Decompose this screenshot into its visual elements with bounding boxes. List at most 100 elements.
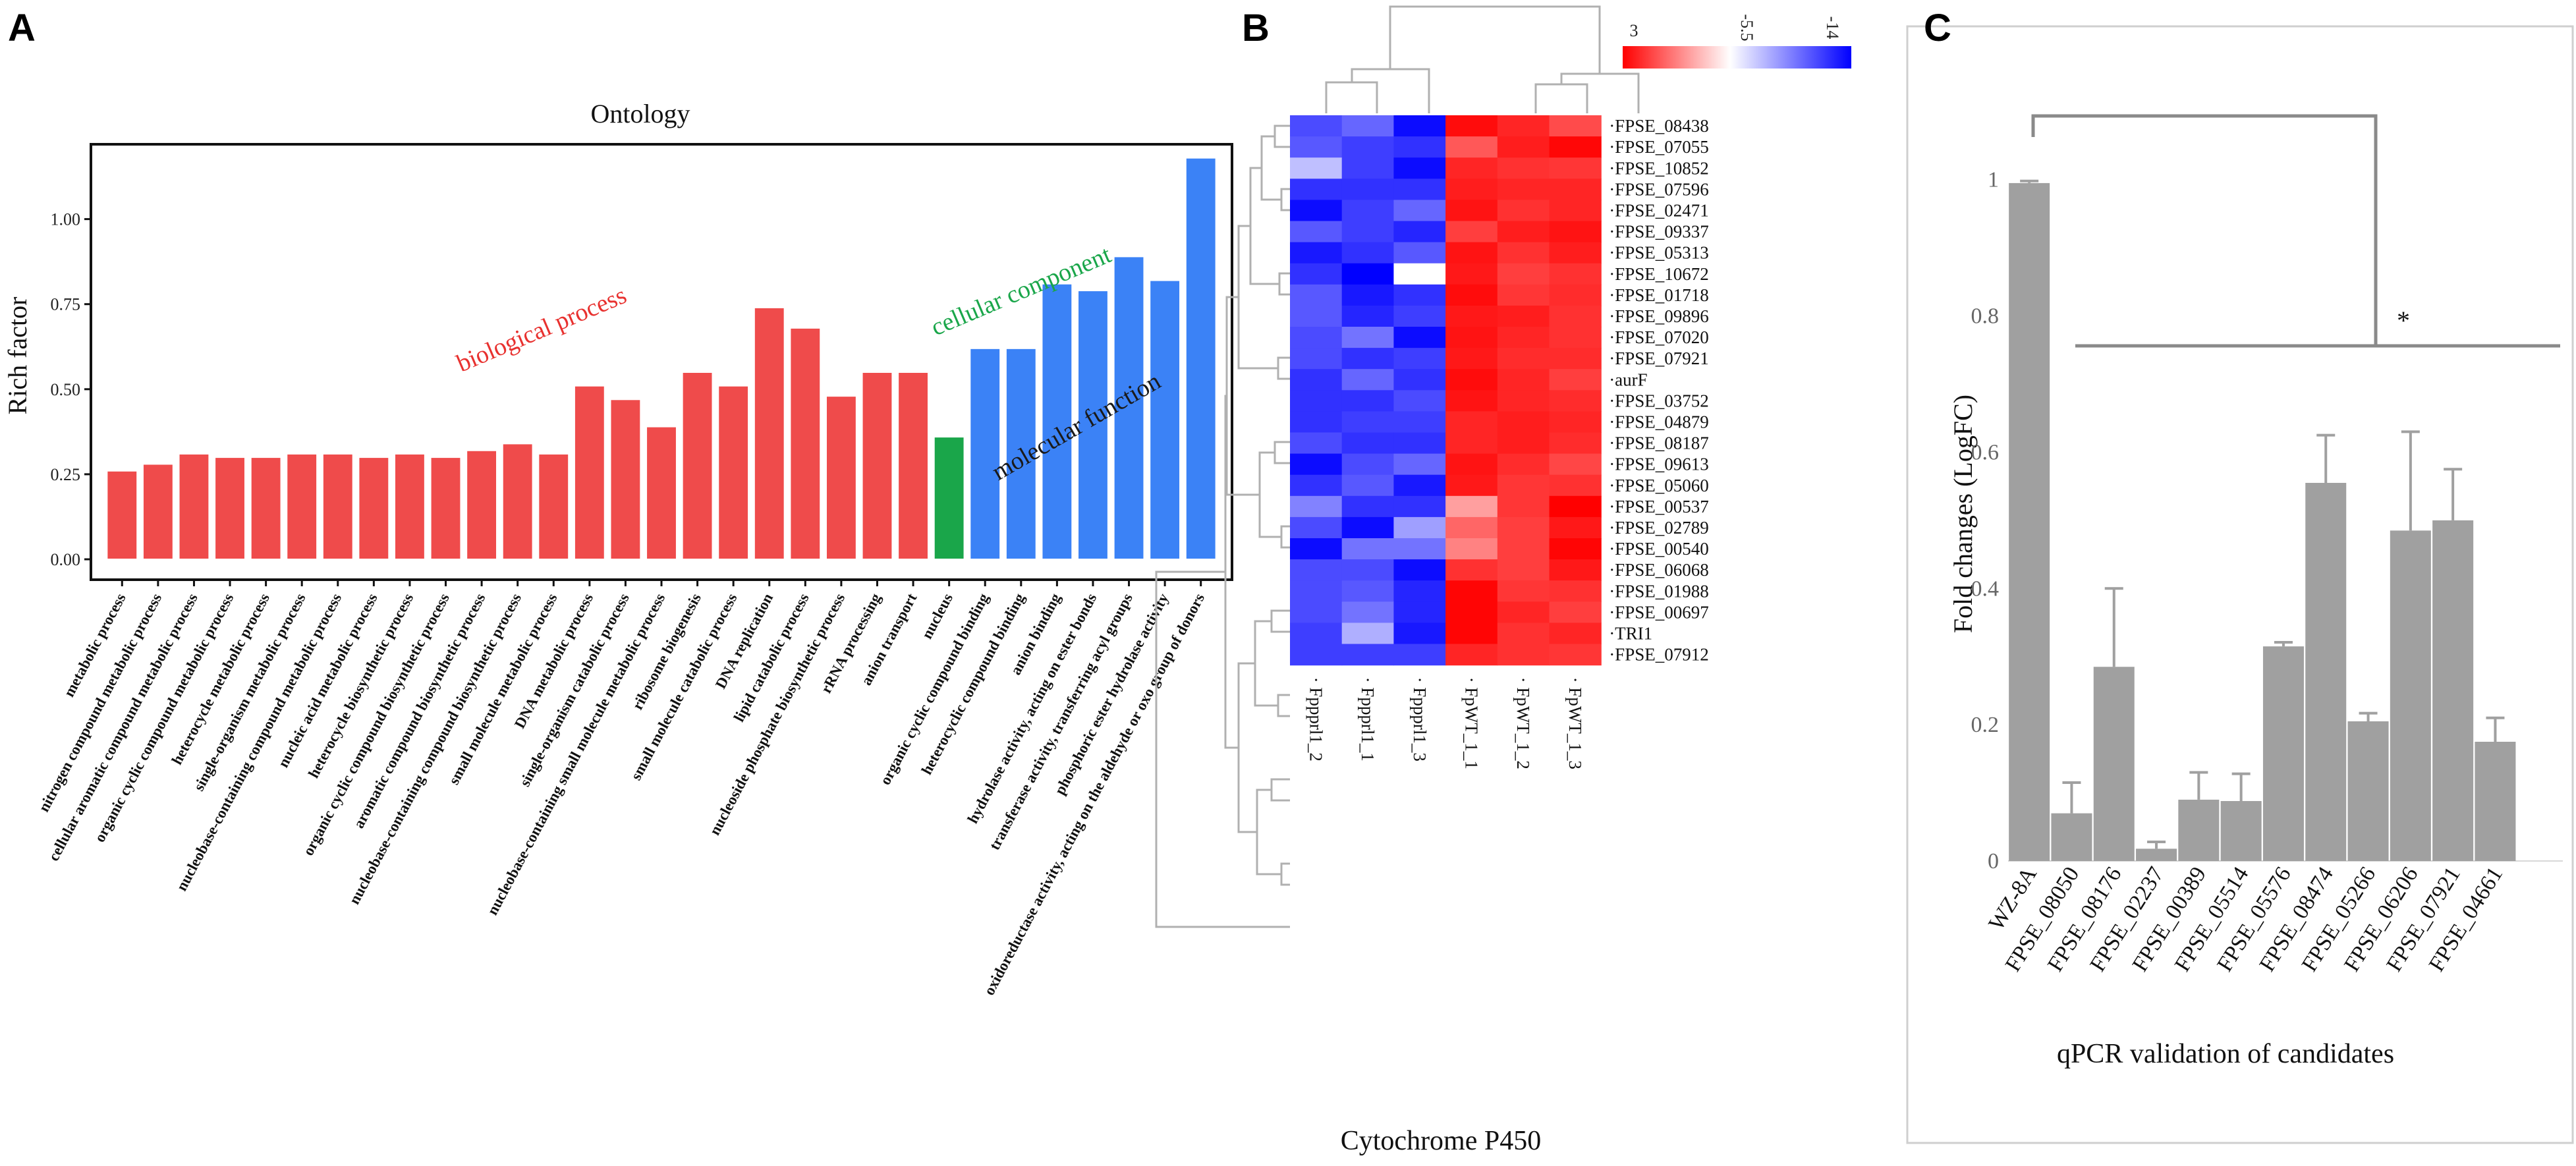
y-tick-label: 0.2 bbox=[1971, 713, 2000, 737]
heatmap-cell-tri1-fppprl1-3 bbox=[1393, 623, 1446, 645]
heatmap-cell-fpse-10852-fpwt-1-2 bbox=[1497, 157, 1550, 179]
heatmap-cell-fpse-08187-fppprl1-1 bbox=[1341, 432, 1394, 455]
heatmap-cell-fpse-04879-fpwt-1-1 bbox=[1445, 411, 1498, 433]
heatmap-cell-fpse-04879-fppprl1-2 bbox=[1290, 411, 1343, 433]
error-bar-fpse-08050 bbox=[2062, 781, 2081, 814]
heatmap-cell-fpse-00697-fpwt-1-3 bbox=[1549, 601, 1602, 623]
row-label-fpse-00540: ·FPSE_00540 bbox=[1609, 539, 1709, 559]
significance-bracket bbox=[2031, 114, 2560, 348]
row-label-fpse-09613: ·FPSE_09613 bbox=[1609, 455, 1709, 474]
significance-marker: * bbox=[2397, 306, 2410, 335]
bar-rrna-processing bbox=[861, 371, 893, 561]
row-dendrogram-branch bbox=[1277, 694, 1290, 717]
heatmap-cell-fpse-06068-fpwt-1-1 bbox=[1445, 559, 1498, 581]
bar-fpse-08176 bbox=[2093, 667, 2135, 861]
heatmap-cell-fpse-07921-fppprl1-3 bbox=[1393, 348, 1446, 370]
row-label-fpse-10852: ·FPSE_10852 bbox=[1609, 158, 1709, 178]
bar-fpse-02237 bbox=[2136, 848, 2177, 861]
row-label-fpse-02471: ·FPSE_02471 bbox=[1609, 200, 1709, 220]
heatmap-cell-fpse-09613-fpwt-1-2 bbox=[1497, 453, 1550, 476]
heatmap-dendrograms bbox=[1155, 5, 1640, 928]
heatmap-cell-fpse-07020-fppprl1-2 bbox=[1290, 327, 1343, 348]
x-tick-label: nucleus bbox=[918, 591, 956, 642]
bar-anion-binding bbox=[1041, 283, 1073, 561]
panel-b-title: Cytochrome P450 bbox=[1341, 1126, 1541, 1156]
heatmap-cell-fpse-00697-fpwt-1-2 bbox=[1497, 601, 1550, 623]
heatmap-cell-fpse-07596-fppprl1-2 bbox=[1290, 179, 1343, 200]
heatmap-cell-fpse-10852-fppprl1-1 bbox=[1341, 157, 1394, 179]
panel-c-ylabel: Fold changes (LogFC) bbox=[1948, 395, 1978, 633]
heatmap-cell-fpse-07055-fpwt-1-3 bbox=[1549, 136, 1602, 158]
y-tick-label: 1 bbox=[1988, 168, 1999, 192]
bar-fpse-00389 bbox=[2178, 799, 2220, 861]
panel-a-y-axis: 0.00 0.25 0.50 0.75 1.00 bbox=[51, 210, 91, 569]
heatmap-cell-fpse-00537-fpwt-1-3 bbox=[1549, 495, 1602, 518]
heatmap-cell-fpse-08187-fppprl1-2 bbox=[1290, 432, 1343, 455]
bar-transferase-activity-transferring-acyl-groups bbox=[1113, 256, 1145, 561]
row-label-fpse-07596: ·FPSE_07596 bbox=[1609, 179, 1709, 199]
heatmap-cell-fpse-02789-fpwt-1-3 bbox=[1549, 516, 1602, 539]
panel-a-title: Ontology bbox=[590, 99, 690, 128]
heatmap-cell-fpse-07055-fppprl1-1 bbox=[1341, 136, 1394, 158]
bar-heterocycle-metabolic-process bbox=[250, 457, 282, 561]
bar-lipid-catabolic-process bbox=[789, 327, 822, 561]
panel-b-heatmap: B 3 -5.5 -14 bbox=[1155, 5, 1851, 1156]
error-bar-fpse-02237 bbox=[2147, 841, 2166, 849]
heatmap-cell-fpse-10852-fppprl1-3 bbox=[1393, 157, 1446, 179]
y-tick-label: 0.4 bbox=[1971, 576, 2000, 601]
heatmap-cell-fpse-00540-fppprl1-2 bbox=[1290, 538, 1343, 560]
heatmap-cell-fpse-08187-fpwt-1-3 bbox=[1549, 432, 1602, 455]
heatmap-cell-fpse-07912-fpwt-1-3 bbox=[1549, 644, 1602, 666]
y-tick-label: 1.00 bbox=[51, 210, 81, 229]
heatmap-cell-fpse-09896-fpwt-1-2 bbox=[1497, 305, 1550, 327]
heatmap-cell-fpse-01988-fpwt-1-3 bbox=[1549, 580, 1602, 602]
heatmap-cell-fpse-02789-fpwt-1-1 bbox=[1445, 516, 1498, 539]
heatmap-cell-fpse-08438-fpwt-1-2 bbox=[1497, 115, 1550, 137]
heatmap-cell-tri1-fpwt-1-2 bbox=[1497, 623, 1550, 645]
heatmap-cell-fpse-05313-fpwt-1-1 bbox=[1445, 242, 1498, 264]
heatmap-cell-fpse-02471-fppprl1-1 bbox=[1341, 200, 1394, 222]
heatmap-cell-fpse-00537-fppprl1-1 bbox=[1341, 495, 1394, 518]
heatmap-cell-fpse-01718-fppprl1-3 bbox=[1393, 284, 1446, 306]
bar-metabolic-process bbox=[106, 470, 138, 561]
row-dendrogram-branch bbox=[1155, 570, 1290, 928]
heatmap-cell-fpse-09896-fpwt-1-1 bbox=[1445, 305, 1498, 327]
error-bar-fpse-07921 bbox=[2444, 468, 2463, 520]
heatmap-cell-fpse-04879-fppprl1-1 bbox=[1341, 411, 1394, 433]
bar-nucleic-acid-metabolic-process bbox=[358, 457, 390, 561]
heatmap-cell-fpse-01718-fpwt-1-3 bbox=[1549, 284, 1602, 306]
heatmap-cell-fpse-10672-fppprl1-1 bbox=[1341, 263, 1394, 285]
heatmap-cell-aurf-fpwt-1-3 bbox=[1549, 369, 1602, 391]
y-tick-label: 0.25 bbox=[51, 465, 81, 484]
panel-c-x-axis: WZ-8AFPSE_08050FPSE_08176FPSE_02237FPSE_… bbox=[1984, 862, 2508, 976]
heatmap-cell-fpse-06068-fppprl1-1 bbox=[1341, 559, 1394, 581]
row-dendrogram-branch bbox=[1249, 167, 1279, 285]
panel-a-ylabel: Rich factor bbox=[3, 297, 32, 415]
heatmap-cell-fpse-04879-fpwt-1-2 bbox=[1497, 411, 1550, 433]
heatmap-cell-fpse-07055-fpwt-1-1 bbox=[1445, 136, 1498, 158]
column-label-fppprl1-1: · Fppprl1_1 bbox=[1358, 677, 1378, 762]
row-label-tri1: ·TRI1 bbox=[1609, 623, 1652, 643]
error-bar-fpse-04661 bbox=[2486, 716, 2505, 742]
bar-heterocyclic-compound-binding bbox=[1005, 347, 1037, 561]
heatmap-cell-fpse-01988-fppprl1-3 bbox=[1393, 580, 1446, 602]
heatmap-cell-fpse-07912-fppprl1-1 bbox=[1341, 644, 1394, 666]
heatmap-cell-fpse-03752-fppprl1-1 bbox=[1341, 390, 1394, 412]
row-label-fpse-02789: ·FPSE_02789 bbox=[1609, 518, 1709, 538]
heatmap-cell-fpse-08187-fpwt-1-1 bbox=[1445, 432, 1498, 455]
error-bar-fpse-08176 bbox=[2104, 587, 2123, 667]
row-dendrogram-branch bbox=[1237, 225, 1278, 370]
panel-c-xlabel: qPCR validation of candidates bbox=[2057, 1039, 2394, 1069]
row-dendrogram-branch bbox=[1256, 789, 1281, 875]
heatmap-cell-fpse-02789-fppprl1-3 bbox=[1393, 516, 1446, 539]
colorbar-label-max: 3 bbox=[1630, 21, 1638, 40]
heatmap-cell-fpse-01718-fpwt-1-2 bbox=[1497, 284, 1550, 306]
heatmap-cell-fpse-05313-fppprl1-2 bbox=[1290, 242, 1343, 264]
heatmap-cell-fpse-07055-fpwt-1-2 bbox=[1497, 136, 1550, 158]
row-dendrogram-branch bbox=[1277, 356, 1290, 380]
heatmap-cell-fpse-06068-fpwt-1-2 bbox=[1497, 559, 1550, 581]
heatmap-cell-fpse-10672-fppprl1-2 bbox=[1290, 263, 1343, 285]
bar-anion-transport bbox=[897, 371, 929, 561]
heatmap-cell-fpse-09613-fppprl1-3 bbox=[1393, 453, 1446, 476]
bar-cellular-aromatic-compound-metabolic-process bbox=[178, 453, 210, 561]
